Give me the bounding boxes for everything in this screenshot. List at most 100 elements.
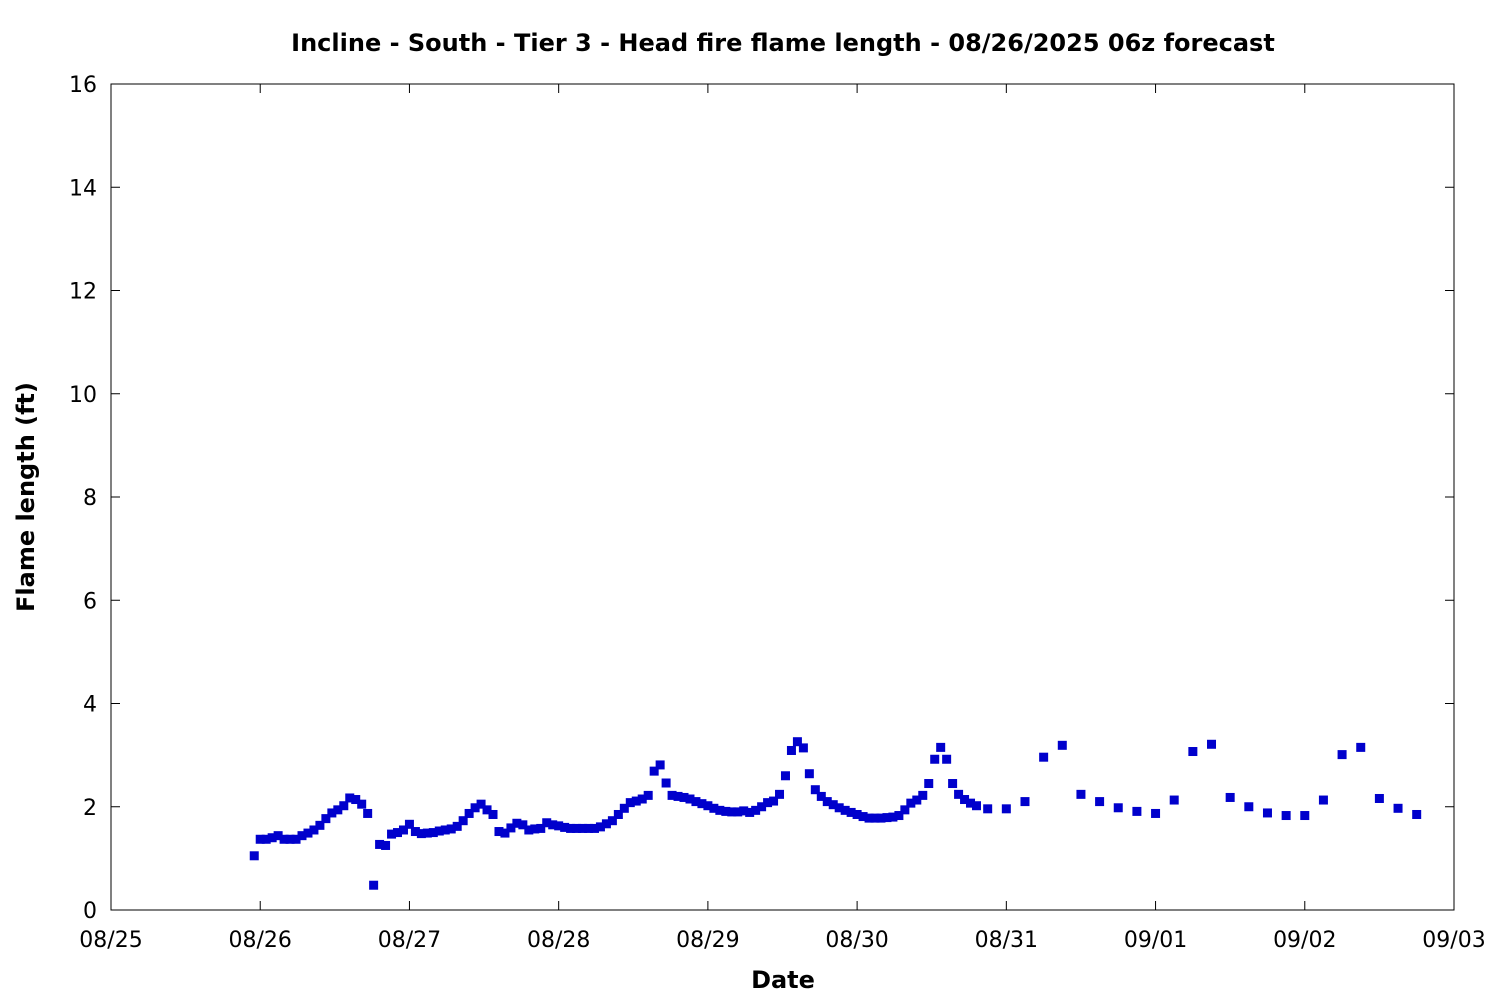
data-point	[840, 805, 850, 815]
data-point	[333, 805, 343, 815]
data-point	[1020, 797, 1030, 807]
data-point	[864, 813, 874, 823]
data-point	[554, 821, 564, 831]
data-point	[560, 822, 570, 832]
data-point	[488, 809, 498, 819]
data-point	[745, 807, 755, 817]
data-point	[643, 790, 653, 800]
data-point	[470, 803, 480, 813]
data-point	[828, 800, 838, 810]
x-tick-label: 09/03	[1422, 928, 1485, 953]
data-point	[464, 808, 474, 818]
data-point	[285, 834, 295, 844]
data-point	[1262, 808, 1272, 818]
data-point	[1374, 793, 1384, 803]
data-point	[894, 811, 904, 821]
data-point	[1300, 811, 1310, 821]
data-point	[721, 806, 731, 816]
data-point	[858, 812, 868, 822]
data-point	[619, 803, 629, 813]
data-point	[655, 760, 665, 770]
y-tick-label: 0	[83, 899, 97, 924]
data-point	[888, 812, 898, 822]
data-point	[440, 825, 450, 835]
data-point	[566, 823, 576, 833]
data-point	[363, 808, 373, 818]
data-point	[542, 818, 552, 828]
data-point	[381, 840, 391, 850]
data-points	[249, 737, 1422, 890]
data-point	[375, 839, 385, 849]
data-point	[703, 801, 713, 811]
data-point	[255, 834, 265, 844]
data-point	[763, 798, 773, 808]
data-point	[357, 799, 367, 809]
data-point	[249, 851, 259, 861]
data-point	[1244, 802, 1254, 812]
data-point	[613, 809, 623, 819]
data-point	[315, 820, 325, 830]
data-point	[578, 823, 588, 833]
data-point	[966, 798, 976, 808]
x-tick-label: 08/28	[527, 928, 590, 953]
data-point	[345, 793, 355, 803]
data-point	[309, 825, 319, 835]
data-point	[327, 808, 337, 818]
data-point	[476, 799, 486, 809]
data-point	[404, 819, 414, 829]
x-tick-label: 09/01	[1124, 928, 1187, 953]
data-point	[936, 742, 946, 752]
data-point	[775, 789, 785, 799]
data-point	[924, 779, 934, 789]
data-point	[1318, 795, 1328, 805]
data-point	[446, 824, 456, 834]
data-point	[786, 745, 796, 755]
data-point	[649, 766, 659, 776]
data-point	[834, 803, 844, 813]
y-tick-label: 12	[69, 280, 97, 305]
data-point	[667, 790, 677, 800]
data-point	[971, 801, 981, 811]
data-point	[589, 823, 599, 833]
data-point	[369, 880, 379, 890]
y-axis: 0 2 4 6 8 10 12 14 16	[69, 73, 1454, 924]
data-point	[1076, 789, 1086, 799]
data-point	[458, 816, 468, 826]
x-axis-label: Date	[751, 966, 815, 994]
data-point	[494, 827, 504, 837]
data-point	[715, 805, 725, 815]
x-tick-label: 08/26	[229, 928, 292, 953]
data-point	[822, 797, 832, 807]
data-point	[500, 828, 510, 838]
data-point	[769, 796, 779, 806]
data-point	[584, 823, 594, 833]
data-point	[1057, 740, 1067, 750]
y-tick-label: 16	[69, 73, 97, 98]
data-point	[691, 797, 701, 807]
data-point	[816, 791, 826, 801]
data-point	[279, 834, 289, 844]
data-point	[870, 813, 880, 823]
data-point	[942, 754, 952, 764]
data-point	[261, 834, 271, 844]
data-point	[434, 826, 444, 836]
data-point	[673, 791, 683, 801]
data-point	[1225, 792, 1235, 802]
x-tick-label: 08/31	[975, 928, 1038, 953]
data-point	[607, 816, 617, 826]
data-point	[595, 822, 605, 832]
data-point	[709, 803, 719, 813]
data-point	[351, 795, 361, 805]
data-point	[387, 829, 397, 839]
y-tick-label: 6	[83, 589, 97, 614]
data-point	[679, 792, 689, 802]
data-point	[422, 828, 432, 838]
y-tick-label: 10	[69, 383, 97, 408]
data-point	[751, 805, 761, 815]
data-point	[697, 799, 707, 809]
data-point	[428, 828, 438, 838]
data-point	[1001, 804, 1011, 814]
chart-title: Incline - South - Tier 3 - Head fire fla…	[291, 29, 1275, 57]
data-point	[1337, 750, 1347, 760]
